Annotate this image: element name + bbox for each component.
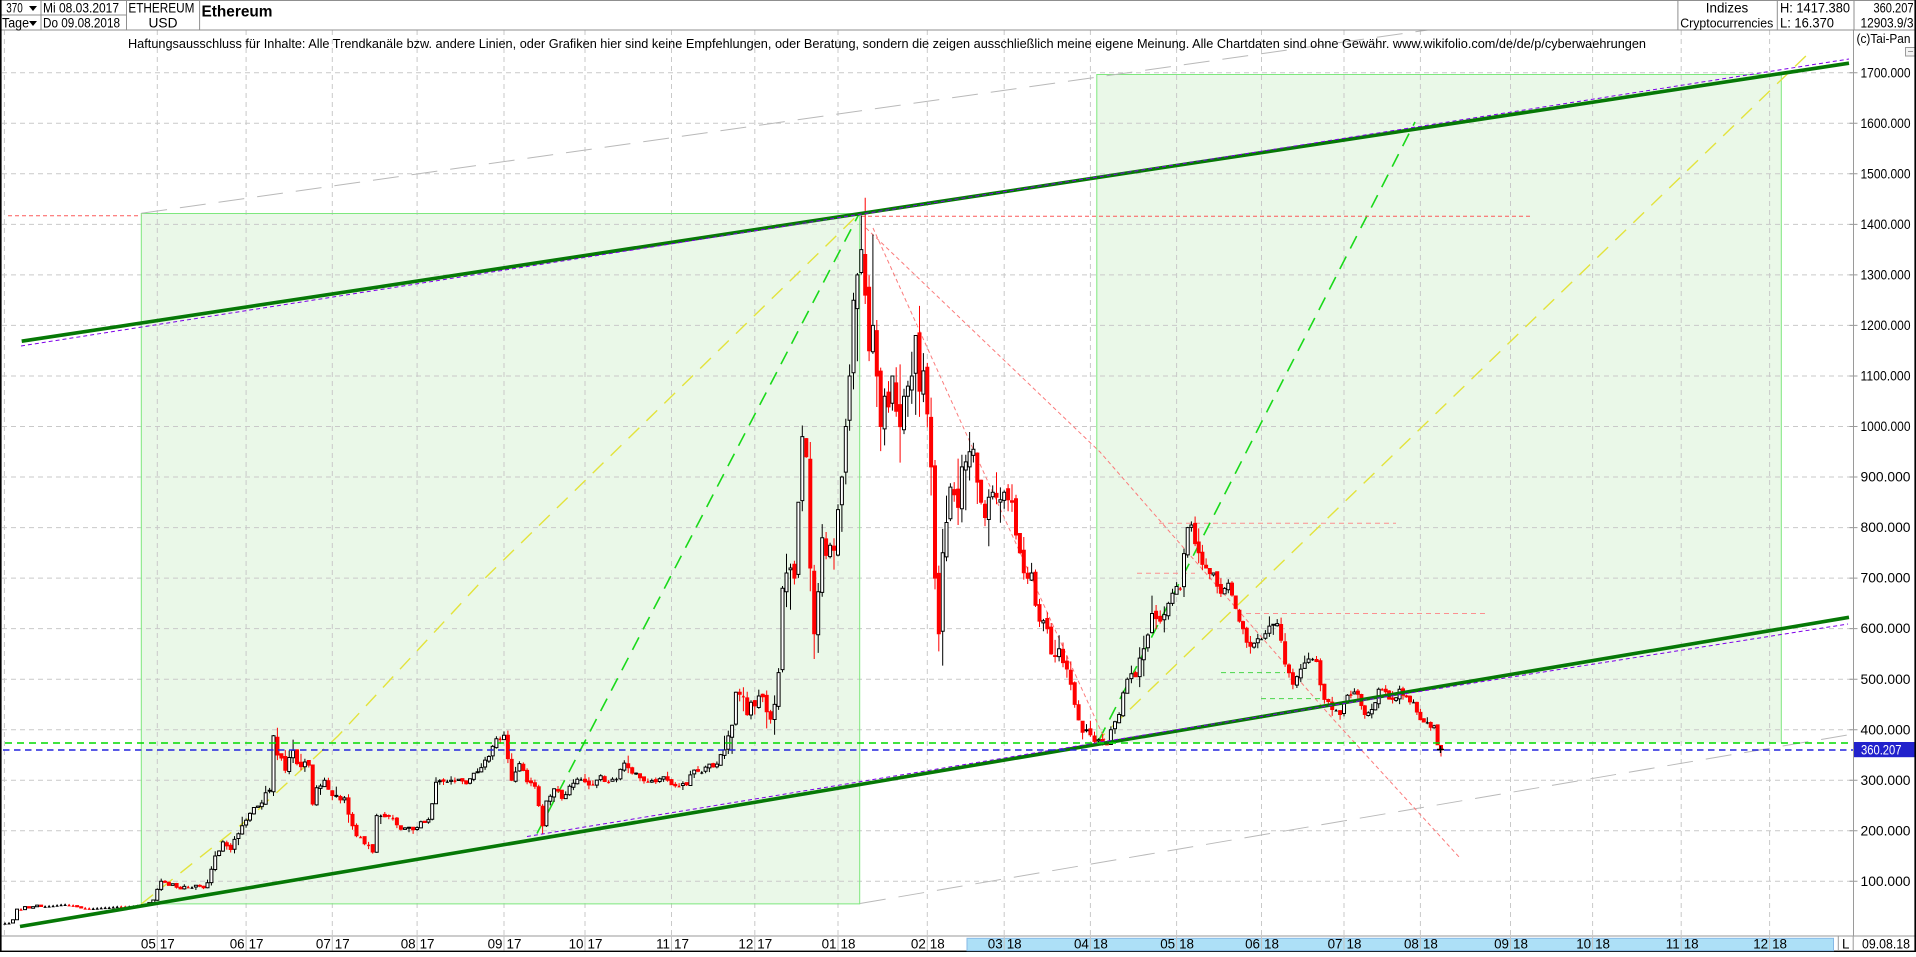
svg-text:L: 16.370: L: 16.370 xyxy=(1780,16,1834,31)
svg-text:07: 07 xyxy=(316,937,331,952)
svg-text:18: 18 xyxy=(1264,937,1279,952)
svg-text:Indizes: Indizes xyxy=(1706,1,1749,16)
svg-text:360.207: 360.207 xyxy=(1861,742,1902,757)
svg-text:Do 09.08.2018: Do 09.08.2018 xyxy=(43,16,120,31)
svg-text:17: 17 xyxy=(757,937,772,952)
svg-text:18: 18 xyxy=(1595,937,1610,952)
svg-text:08: 08 xyxy=(401,937,416,952)
svg-text:300.000: 300.000 xyxy=(1861,773,1911,788)
svg-text:Tage: Tage xyxy=(2,16,29,31)
svg-text:18: 18 xyxy=(1513,937,1528,952)
svg-text:09.08.18: 09.08.18 xyxy=(1862,937,1910,952)
svg-text:400.000: 400.000 xyxy=(1861,722,1911,737)
svg-text:12903.9/3: 12903.9/3 xyxy=(1861,16,1914,31)
svg-text:18: 18 xyxy=(841,937,856,952)
svg-text:Cryptocurrencies: Cryptocurrencies xyxy=(1680,16,1773,31)
svg-text:06: 06 xyxy=(1245,937,1260,952)
svg-text:01: 01 xyxy=(822,937,837,952)
svg-text:05: 05 xyxy=(1160,937,1175,952)
svg-text:10: 10 xyxy=(569,937,584,952)
svg-text:04: 04 xyxy=(1074,937,1089,952)
svg-text:03: 03 xyxy=(988,937,1003,952)
svg-text:10: 10 xyxy=(1576,937,1591,952)
svg-text:100.000: 100.000 xyxy=(1861,874,1911,889)
svg-text:17: 17 xyxy=(249,937,264,952)
svg-text:18: 18 xyxy=(930,937,945,952)
svg-text:(c)Tai-Pan: (c)Tai-Pan xyxy=(1857,31,1911,46)
svg-text:Mi 08.03.2017: Mi 08.03.2017 xyxy=(43,1,119,16)
svg-text:360.207: 360.207 xyxy=(1874,1,1914,16)
svg-text:09: 09 xyxy=(1494,937,1509,952)
svg-text:17: 17 xyxy=(335,937,350,952)
svg-text:18: 18 xyxy=(1772,937,1787,952)
svg-text:17: 17 xyxy=(674,937,689,952)
svg-text:12: 12 xyxy=(738,937,753,952)
svg-text:18: 18 xyxy=(1093,937,1108,952)
svg-text:17: 17 xyxy=(420,937,435,952)
svg-text:1100.000: 1100.000 xyxy=(1861,369,1911,384)
svg-text:1200.000: 1200.000 xyxy=(1861,318,1911,333)
svg-text:07: 07 xyxy=(1328,937,1343,952)
svg-text:18: 18 xyxy=(1684,937,1699,952)
svg-text:06: 06 xyxy=(230,937,245,952)
svg-text:1000.000: 1000.000 xyxy=(1861,419,1911,434)
svg-text:18: 18 xyxy=(1423,937,1438,952)
svg-text:1400.000: 1400.000 xyxy=(1861,217,1911,232)
svg-text:600.000: 600.000 xyxy=(1861,621,1911,636)
svg-text:05: 05 xyxy=(141,937,156,952)
svg-text:11: 11 xyxy=(1666,937,1680,952)
svg-text:08: 08 xyxy=(1404,937,1419,952)
svg-text:17: 17 xyxy=(507,937,522,952)
svg-text:17: 17 xyxy=(588,937,603,952)
svg-text:11: 11 xyxy=(656,937,670,952)
svg-text:USD: USD xyxy=(149,16,178,31)
svg-text:Ethereum: Ethereum xyxy=(202,4,273,21)
svg-text:700.000: 700.000 xyxy=(1861,571,1911,586)
svg-text:H: 1417.380: H: 1417.380 xyxy=(1780,1,1850,16)
svg-text:18: 18 xyxy=(1007,937,1022,952)
svg-text:800.000: 800.000 xyxy=(1861,520,1911,535)
svg-text:18: 18 xyxy=(1347,937,1362,952)
svg-text:200.000: 200.000 xyxy=(1861,823,1911,838)
svg-text:1300.000: 1300.000 xyxy=(1861,268,1911,283)
svg-text:Haftungsausschluss für Inhalte: Haftungsausschluss für Inhalte: Alle Tre… xyxy=(128,36,1646,51)
svg-text:18: 18 xyxy=(1179,937,1194,952)
svg-text:1700.000: 1700.000 xyxy=(1861,65,1911,80)
svg-text:09: 09 xyxy=(488,937,503,952)
svg-text:900.000: 900.000 xyxy=(1861,470,1911,485)
svg-text:370: 370 xyxy=(6,1,23,16)
svg-text:17: 17 xyxy=(160,937,175,952)
svg-text:12: 12 xyxy=(1753,937,1768,952)
svg-text:ETHEREUM: ETHEREUM xyxy=(128,1,194,16)
svg-text:1500.000: 1500.000 xyxy=(1861,166,1911,181)
svg-text:02: 02 xyxy=(911,937,926,952)
svg-text:500.000: 500.000 xyxy=(1861,672,1911,687)
svg-text:1600.000: 1600.000 xyxy=(1861,116,1911,131)
svg-text:L: L xyxy=(1842,937,1849,952)
